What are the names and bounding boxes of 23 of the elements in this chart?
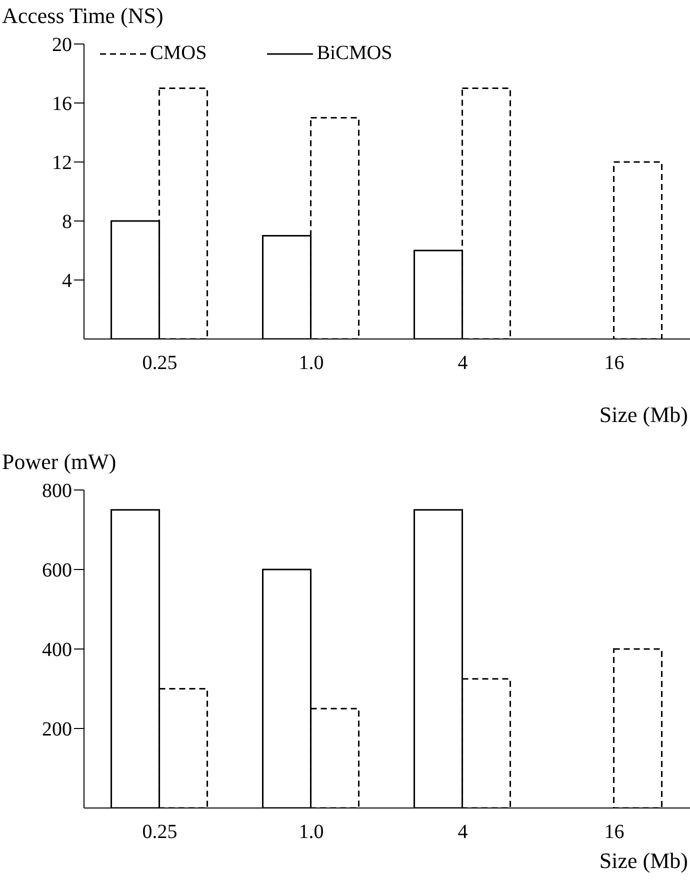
x-tick-label: 4 [458,352,468,374]
y-tick-label: 4 [62,270,72,292]
x-tick-label: 1.0 [298,352,324,374]
y-axis-title: Access Time (NS) [1,2,164,30]
y-tick-label: 16 [52,93,72,116]
y-tick-label: 200 [42,718,72,741]
x-tick-label: 4 [458,821,468,844]
y-tick-label: 20 [52,34,72,56]
y-tick-label: 600 [42,560,72,582]
legend-label: CMOS [150,42,207,65]
y-tick-label: 800 [42,480,72,502]
x-tick-label: 0.25 [142,352,178,374]
x-tick-label: 0.25 [142,821,178,844]
x-tick-label: 16 [604,352,624,374]
x-axis-title: Size (Mb) [598,402,689,428]
y-tick-label: 400 [42,639,72,662]
y-axis-title: Power (mW) [1,448,118,476]
x-axis-title: Size (Mb) [598,848,689,874]
y-tick-label: 8 [62,211,72,234]
legend-label: BiCMOS [316,42,392,65]
x-tick-label: 1.0 [298,821,324,844]
x-tick-label: 16 [604,821,624,844]
y-tick-label: 12 [52,152,72,174]
